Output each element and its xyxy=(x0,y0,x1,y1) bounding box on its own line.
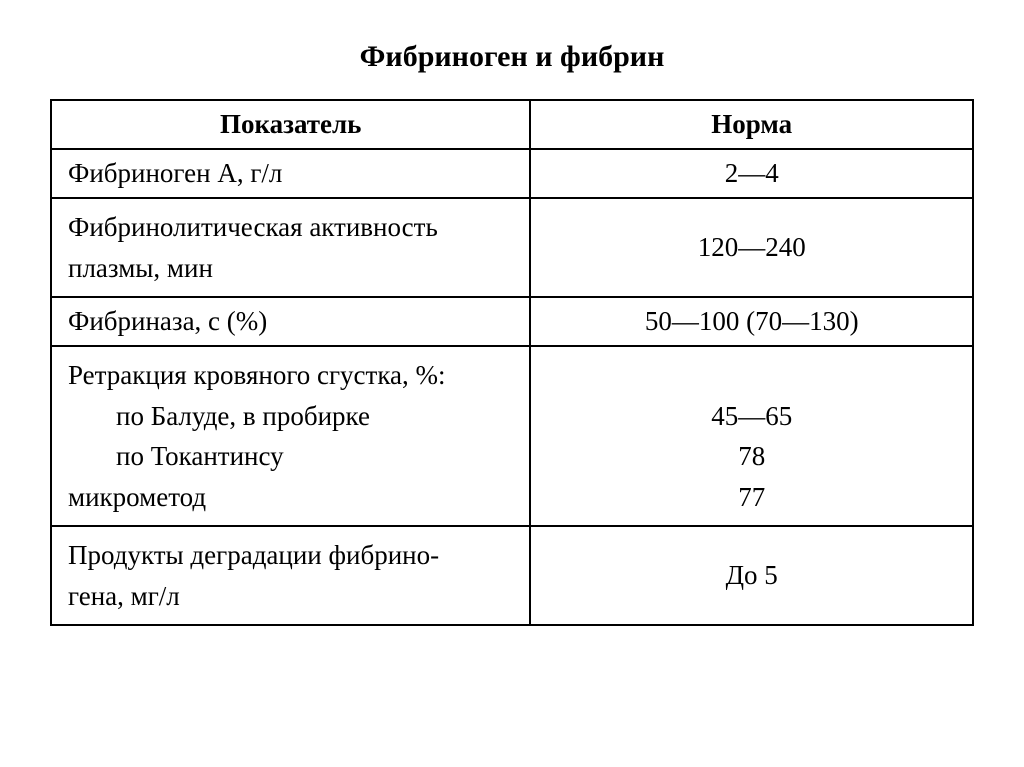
table-header-row: Показатель Норма xyxy=(51,100,973,149)
table-row: Фибринолитическая активностьплазмы, мин 1… xyxy=(51,198,973,297)
value-line: До 5 xyxy=(547,560,956,591)
table-body: Фибриноген А, г/л 2—4 Фибринолитическая ак… xyxy=(51,149,973,625)
header-param: Показатель xyxy=(51,100,530,149)
value-line: 2—4 xyxy=(547,158,956,189)
param-cell: Фибриназа, с (%) xyxy=(51,297,530,346)
data-table: Показатель Норма Фибриноген А, г/л2—4Фиб… xyxy=(50,99,974,626)
value-line: 77 xyxy=(547,477,956,518)
value-line: 78 xyxy=(547,436,956,477)
param-line: Продукты деградации фибрино- xyxy=(68,535,513,576)
param-line: плазмы, мин xyxy=(68,248,513,289)
value-cell: 45—657877 xyxy=(530,346,973,526)
page-title: Фибриноген и фибрин xyxy=(50,40,974,74)
table-row: Фибриназа, с (%) 50—100 (70—130) xyxy=(51,297,973,346)
param-cell: Продукты деградации фибрино-гена, мг/л xyxy=(51,526,530,625)
param-line: по Токантинсу xyxy=(68,436,513,477)
value-cell: До 5 xyxy=(530,526,973,625)
table-row: Ретракция кровяного сгустка, %:по Балуде… xyxy=(51,346,973,526)
value-line xyxy=(547,355,956,396)
param-line: Ретракция кровяного сгустка, %: xyxy=(68,355,513,396)
param-line: микрометод xyxy=(68,477,513,518)
param-cell: Фибринолитическая активностьплазмы, мин xyxy=(51,198,530,297)
param-cell: Ретракция кровяного сгустка, %:по Балуде… xyxy=(51,346,530,526)
param-line: по Балуде, в пробирке xyxy=(68,396,513,437)
value-line: 120—240 xyxy=(547,232,956,263)
header-value: Норма xyxy=(530,100,973,149)
param-line: гена, мг/л xyxy=(68,576,513,617)
value-line: 50—100 (70—130) xyxy=(547,306,956,337)
param-line: Фибринолитическая активность xyxy=(68,207,513,248)
value-cell: 2—4 xyxy=(530,149,973,198)
param-cell: Фибриноген А, г/л xyxy=(51,149,530,198)
value-line: 45—65 xyxy=(547,396,956,437)
value-cell: 50—100 (70—130) xyxy=(530,297,973,346)
param-line: Фибриназа, с (%) xyxy=(68,306,513,337)
table-row: Продукты деградации фибрино-гена, мг/л До… xyxy=(51,526,973,625)
param-line: Фибриноген А, г/л xyxy=(68,158,513,189)
table-row: Фибриноген А, г/л 2—4 xyxy=(51,149,973,198)
value-cell: 120—240 xyxy=(530,198,973,297)
